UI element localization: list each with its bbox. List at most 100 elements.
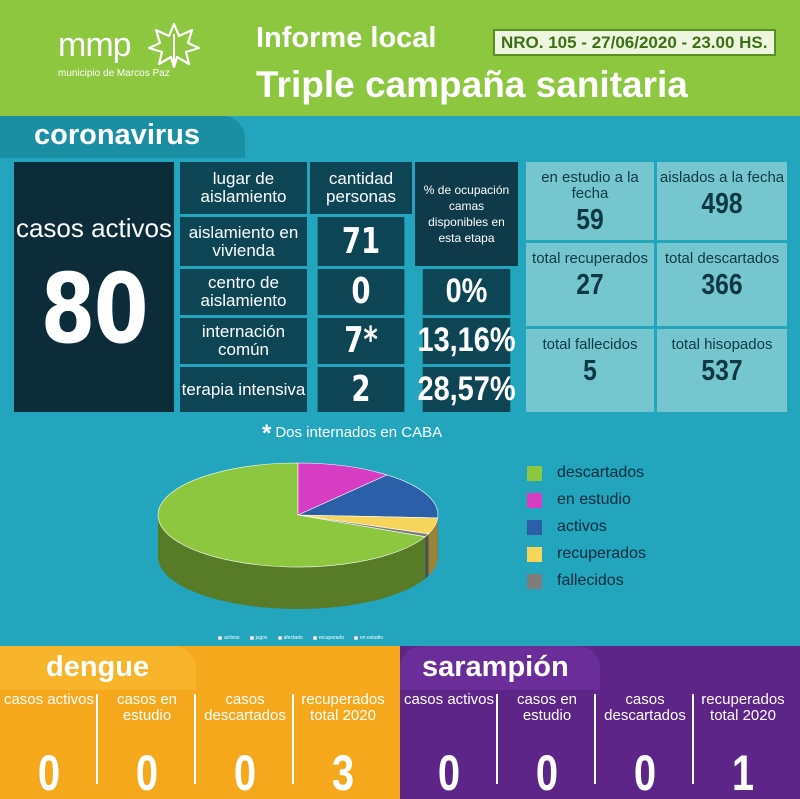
- stat-value: 498: [701, 187, 743, 220]
- sarampion-tab: [400, 646, 600, 690]
- table-row-count: 0: [317, 269, 405, 315]
- legend-label: descartados: [557, 464, 645, 481]
- active-cases-box: casos activos 80: [14, 162, 174, 412]
- mini-legend-swatch: [249, 636, 254, 640]
- legend-item: descartados: [527, 463, 644, 483]
- logo-subtitle: municipio de Marcos Paz: [58, 68, 170, 79]
- footnote: * Dos internados en CABA: [262, 420, 442, 448]
- sarampion-title: sarampión: [422, 651, 569, 683]
- table-row-occupancy: 28,57%: [417, 367, 516, 412]
- legend-swatch: [527, 519, 542, 535]
- mini-legend-swatch: [354, 636, 358, 640]
- footnote-text: Dos internados en CABA: [275, 424, 443, 441]
- mini-legend-label: recuperado: [318, 635, 344, 641]
- coronavirus-title: coronavirus: [34, 119, 200, 151]
- active-cases-label: casos activos: [15, 212, 173, 243]
- pie-mini-legend: activos jugos afectado recuperado en estudio: [218, 634, 383, 642]
- stat-value: 27: [576, 268, 604, 301]
- dengue-title: dengue: [46, 651, 150, 683]
- legend-swatch: [527, 546, 542, 562]
- metric-label: casos en estudio: [516, 691, 578, 724]
- divider: [692, 694, 694, 784]
- legend-item: en estudio: [527, 490, 631, 510]
- dengue-discarded: casos descartados 0: [196, 692, 294, 799]
- dengue-tab: [0, 646, 196, 690]
- report-subtitle: Triple campaña sanitaria: [256, 64, 688, 105]
- mini-legend-item: activos: [218, 634, 240, 642]
- dengue-active: casos activos 0: [0, 692, 98, 799]
- stat-deceased: total fallecidos 5: [526, 329, 654, 412]
- header-banner: [0, 0, 800, 116]
- table-row-occupancy: 13,16%: [417, 318, 516, 364]
- divider: [96, 694, 98, 784]
- metric-value: 0: [135, 745, 159, 799]
- legend-item: fallecidos: [527, 571, 624, 591]
- active-cases-value: 80: [40, 252, 149, 365]
- mini-legend-label: afectado: [283, 635, 303, 641]
- leaf-icon: [148, 22, 200, 68]
- legend-swatch: [527, 465, 542, 481]
- table-header-occupancy: % de ocupación camas disponibles en esta…: [415, 162, 518, 266]
- metric-value: 0: [535, 745, 559, 799]
- mini-legend-item: en estudio: [354, 634, 383, 642]
- mini-legend-swatch: [277, 636, 282, 640]
- mini-legend-item: afectado: [277, 634, 303, 642]
- legend-swatch: [527, 492, 542, 508]
- pie-slice-activos: [297, 474, 439, 519]
- metric-label: recuperados total 2020: [701, 691, 785, 724]
- report-title: Informe local: [256, 22, 437, 54]
- metric-label: casos activos: [3, 691, 95, 708]
- table-header-place: lugar de aislamiento: [180, 162, 307, 214]
- pie-slice-side: [425, 533, 429, 579]
- metric-label: casos en estudio: [116, 691, 178, 724]
- stat-in-study: en estudio a la fecha 59: [526, 162, 654, 240]
- stat-label: total recuperados: [532, 250, 648, 267]
- pie-slice-side: [158, 515, 426, 609]
- mini-legend-item: recuperado: [312, 634, 344, 642]
- stat-isolated: aislados a la fecha 498: [657, 162, 787, 240]
- sarampion-in-study: casos en estudio 0: [498, 692, 596, 799]
- table-row-place: centro de aislamiento: [180, 269, 307, 315]
- metric-label: casos descartados: [604, 691, 686, 724]
- table-row-count: 7*: [317, 318, 405, 364]
- divider: [594, 694, 596, 784]
- pie-slice-fallecidos: [297, 514, 430, 537]
- table-row-occupancy: 0%: [422, 269, 511, 315]
- stat-swabbed: total hisopados 537: [657, 329, 787, 412]
- report-number-badge: NRO. 105 - 27/06/2020 - 23.00 HS.: [493, 29, 776, 56]
- stat-value: 537: [701, 354, 743, 387]
- stat-label: aislados a la fecha: [659, 169, 785, 186]
- metric-value: 0: [633, 745, 657, 799]
- mini-legend-label: en estudio: [360, 635, 384, 641]
- stat-recovered: total recuperados 27: [526, 243, 654, 326]
- pie-slice-descartados: [157, 462, 426, 568]
- stat-label: total descartados: [664, 250, 780, 267]
- table-row-place: internación común: [180, 318, 307, 364]
- sarampion-discarded: casos descartados 0: [596, 692, 694, 799]
- stat-value: 59: [576, 203, 604, 236]
- legend-label: activos: [557, 518, 607, 535]
- divider: [194, 694, 196, 784]
- stat-value: 5: [583, 354, 597, 387]
- table-row-count: 2: [317, 367, 405, 412]
- metric-value: 1: [731, 745, 755, 799]
- legend-swatch: [527, 573, 542, 589]
- stat-value: 366: [701, 268, 743, 301]
- stat-discarded: total descartados 366: [657, 243, 787, 326]
- metric-value: 0: [233, 745, 257, 799]
- sarampion-recovered: recuperados total 2020 1: [694, 692, 792, 799]
- pie-slice-side: [428, 517, 438, 576]
- legend-label: recuperados: [557, 545, 646, 562]
- dengue-in-study: casos en estudio 0: [98, 692, 196, 799]
- stat-label: en estudio a la fecha: [541, 169, 639, 202]
- metric-value: 3: [331, 745, 355, 799]
- pie-slice-en-estudio: [297, 462, 389, 516]
- legend-label: en estudio: [557, 491, 631, 508]
- stat-label: total hisopados: [671, 336, 773, 353]
- divider: [292, 694, 294, 784]
- mini-legend-label: jugos: [255, 635, 268, 641]
- legend-label: fallecidos: [557, 572, 624, 589]
- cases-pie-chart: [157, 462, 439, 609]
- logo-text: mmp: [58, 26, 132, 64]
- table-row-count: 71: [317, 217, 405, 266]
